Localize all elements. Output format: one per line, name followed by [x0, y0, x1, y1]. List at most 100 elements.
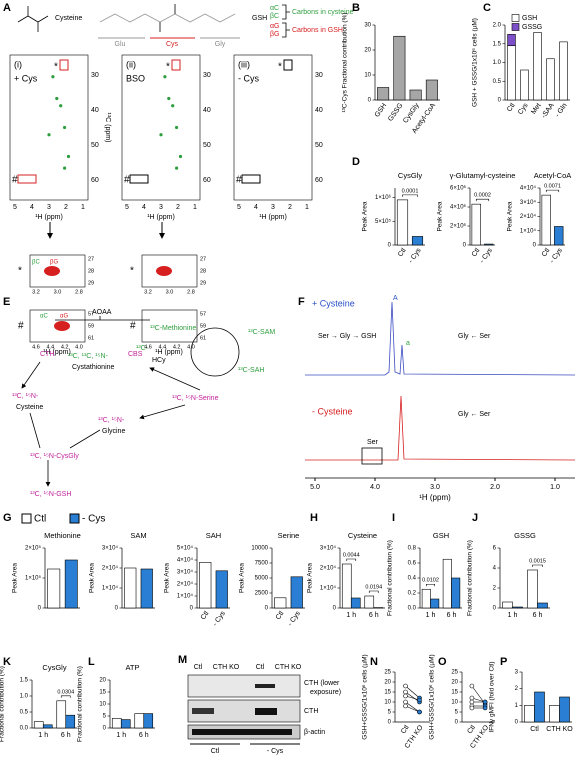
label: ¹³C-SAH: [238, 367, 264, 374]
y-tick-label: 10: [384, 700, 391, 706]
bar: [143, 713, 154, 729]
lane-label: Ctl: [256, 664, 265, 671]
y-tick-label: 0.2: [408, 591, 417, 597]
label: Carbons in GSH: [292, 27, 343, 34]
x-tick-label: 6 h: [139, 732, 149, 739]
legend-label: - Cys: [82, 514, 105, 525]
y-axis-label: GSH+GSSG/1x10⁶ cells (µM): [429, 654, 436, 739]
bar: [350, 597, 361, 609]
y-tick-label: 27: [88, 256, 94, 262]
y-tick-label: 20: [384, 680, 391, 686]
y-tick-label: 0: [533, 243, 537, 249]
x-tick-label: 1 h: [116, 732, 126, 739]
bar: [546, 58, 555, 101]
panel-letter: B: [352, 2, 360, 14]
y-tick-label: 6: [493, 546, 497, 552]
y-tick-label: 2×10⁶: [450, 223, 467, 230]
x-tick-label: Ctl: [530, 726, 539, 733]
y-tick-label: 59: [88, 323, 94, 329]
x-tick-label: Ctl: [200, 610, 211, 621]
y-tick-label: 0: [498, 98, 502, 104]
y-tick-label: 10: [99, 702, 106, 708]
hash: #: [124, 175, 130, 186]
y-tick-label: 5: [103, 714, 107, 720]
bar: [484, 243, 494, 246]
significance-bracket: [532, 564, 543, 567]
x-tick-label: 1 h: [346, 612, 356, 619]
y-tick-label: 57: [88, 311, 94, 317]
x-tick-label: Ctl: [541, 247, 552, 258]
legend-swatch: [511, 23, 520, 31]
legend-label: GSH: [522, 15, 537, 22]
x-tick-label: 3.0: [430, 484, 440, 491]
x-tick-label: 3: [47, 204, 51, 211]
label: βG: [270, 31, 279, 38]
y-tick-label: 2×10⁴: [520, 213, 537, 220]
chart-title: Methionine: [44, 531, 81, 540]
bar: [290, 576, 303, 609]
panel-letter: K: [3, 656, 11, 668]
bar: [471, 203, 481, 246]
y-tick-label: 5000: [255, 576, 269, 582]
peak: [159, 133, 163, 137]
y-tick-label: 3×10⁴: [320, 545, 337, 552]
bar: [507, 45, 516, 101]
bar: [47, 568, 61, 609]
y-tick-label: 30: [315, 72, 323, 79]
label: Gly ← Ser: [458, 411, 491, 418]
arrow: [21, 361, 41, 389]
x-tick-label: 2: [176, 204, 180, 211]
bar: [421, 588, 431, 609]
panel-m: M Ctl CTH KO Ctl CTH KO CTH (lower exposure…: [178, 654, 341, 755]
x-tick-label: - Cys: [287, 610, 302, 628]
y-axis-label: Fractional contribution (%): [387, 540, 394, 616]
peak: [59, 104, 63, 108]
x-tick-label: 4.6: [144, 344, 152, 350]
panel-letter: F: [298, 296, 305, 308]
chart-title: CysGly: [42, 663, 66, 672]
y-tick-label: 15: [451, 690, 458, 696]
inset-marker: #: [130, 321, 136, 332]
label: Cysteine: [16, 404, 43, 411]
y-axis-label: GSH+GSSG/1x10⁶ cells (µM): [362, 654, 369, 739]
label: + Cysteine: [312, 298, 355, 308]
point: [403, 703, 408, 709]
bar: [393, 35, 406, 101]
y-tick-label: 0: [368, 98, 372, 104]
pair-line: [405, 695, 420, 701]
y-tick-label: 20: [99, 678, 106, 684]
chart-title: γ-Glutamyl-cysteine: [450, 171, 516, 180]
carbon-label: αG: [60, 314, 68, 320]
pair-line: [405, 685, 420, 699]
peak: [171, 104, 175, 108]
band: [192, 729, 292, 735]
x-tick-label: 3.2: [32, 289, 40, 295]
spectrum-label: (iii): [238, 59, 250, 69]
y-axis-label: ¹³C (ppm): [104, 113, 111, 143]
spectrum-condition: + Cys: [14, 73, 38, 83]
label: ¹³C, ¹⁵N-: [12, 393, 39, 400]
x-tick-label: 4.4: [47, 344, 55, 350]
panel-letter: A: [3, 2, 11, 14]
peak: [47, 133, 51, 137]
x-tick-label: 1: [81, 204, 85, 211]
bar: [64, 559, 78, 609]
legend-swatch: [21, 513, 32, 524]
y-tick-label: 4: [493, 566, 497, 572]
carbon-label: αC: [40, 314, 48, 320]
bar: [396, 199, 409, 246]
y-tick-label: 0: [455, 720, 459, 726]
x-tick-label: 5.0: [310, 484, 320, 491]
x-tick-label: 4.0: [75, 344, 83, 350]
x-tick-label: 3.2: [144, 289, 152, 295]
bar: [512, 606, 523, 609]
peak: [54, 321, 70, 331]
y-tick-label: 29: [200, 280, 206, 286]
chart-title: ATP: [125, 663, 139, 672]
label: ¹³C-Methionine: [150, 325, 196, 332]
spectrum-condition: BSO: [126, 73, 145, 83]
peak: [51, 75, 55, 79]
y-tick-label: 60: [91, 177, 99, 184]
y-tick-label: 1.0: [20, 694, 29, 700]
